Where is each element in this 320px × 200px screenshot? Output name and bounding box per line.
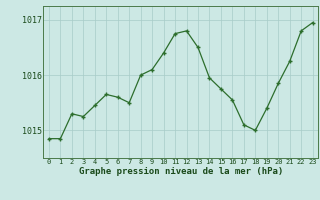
X-axis label: Graphe pression niveau de la mer (hPa): Graphe pression niveau de la mer (hPa)	[79, 167, 283, 176]
